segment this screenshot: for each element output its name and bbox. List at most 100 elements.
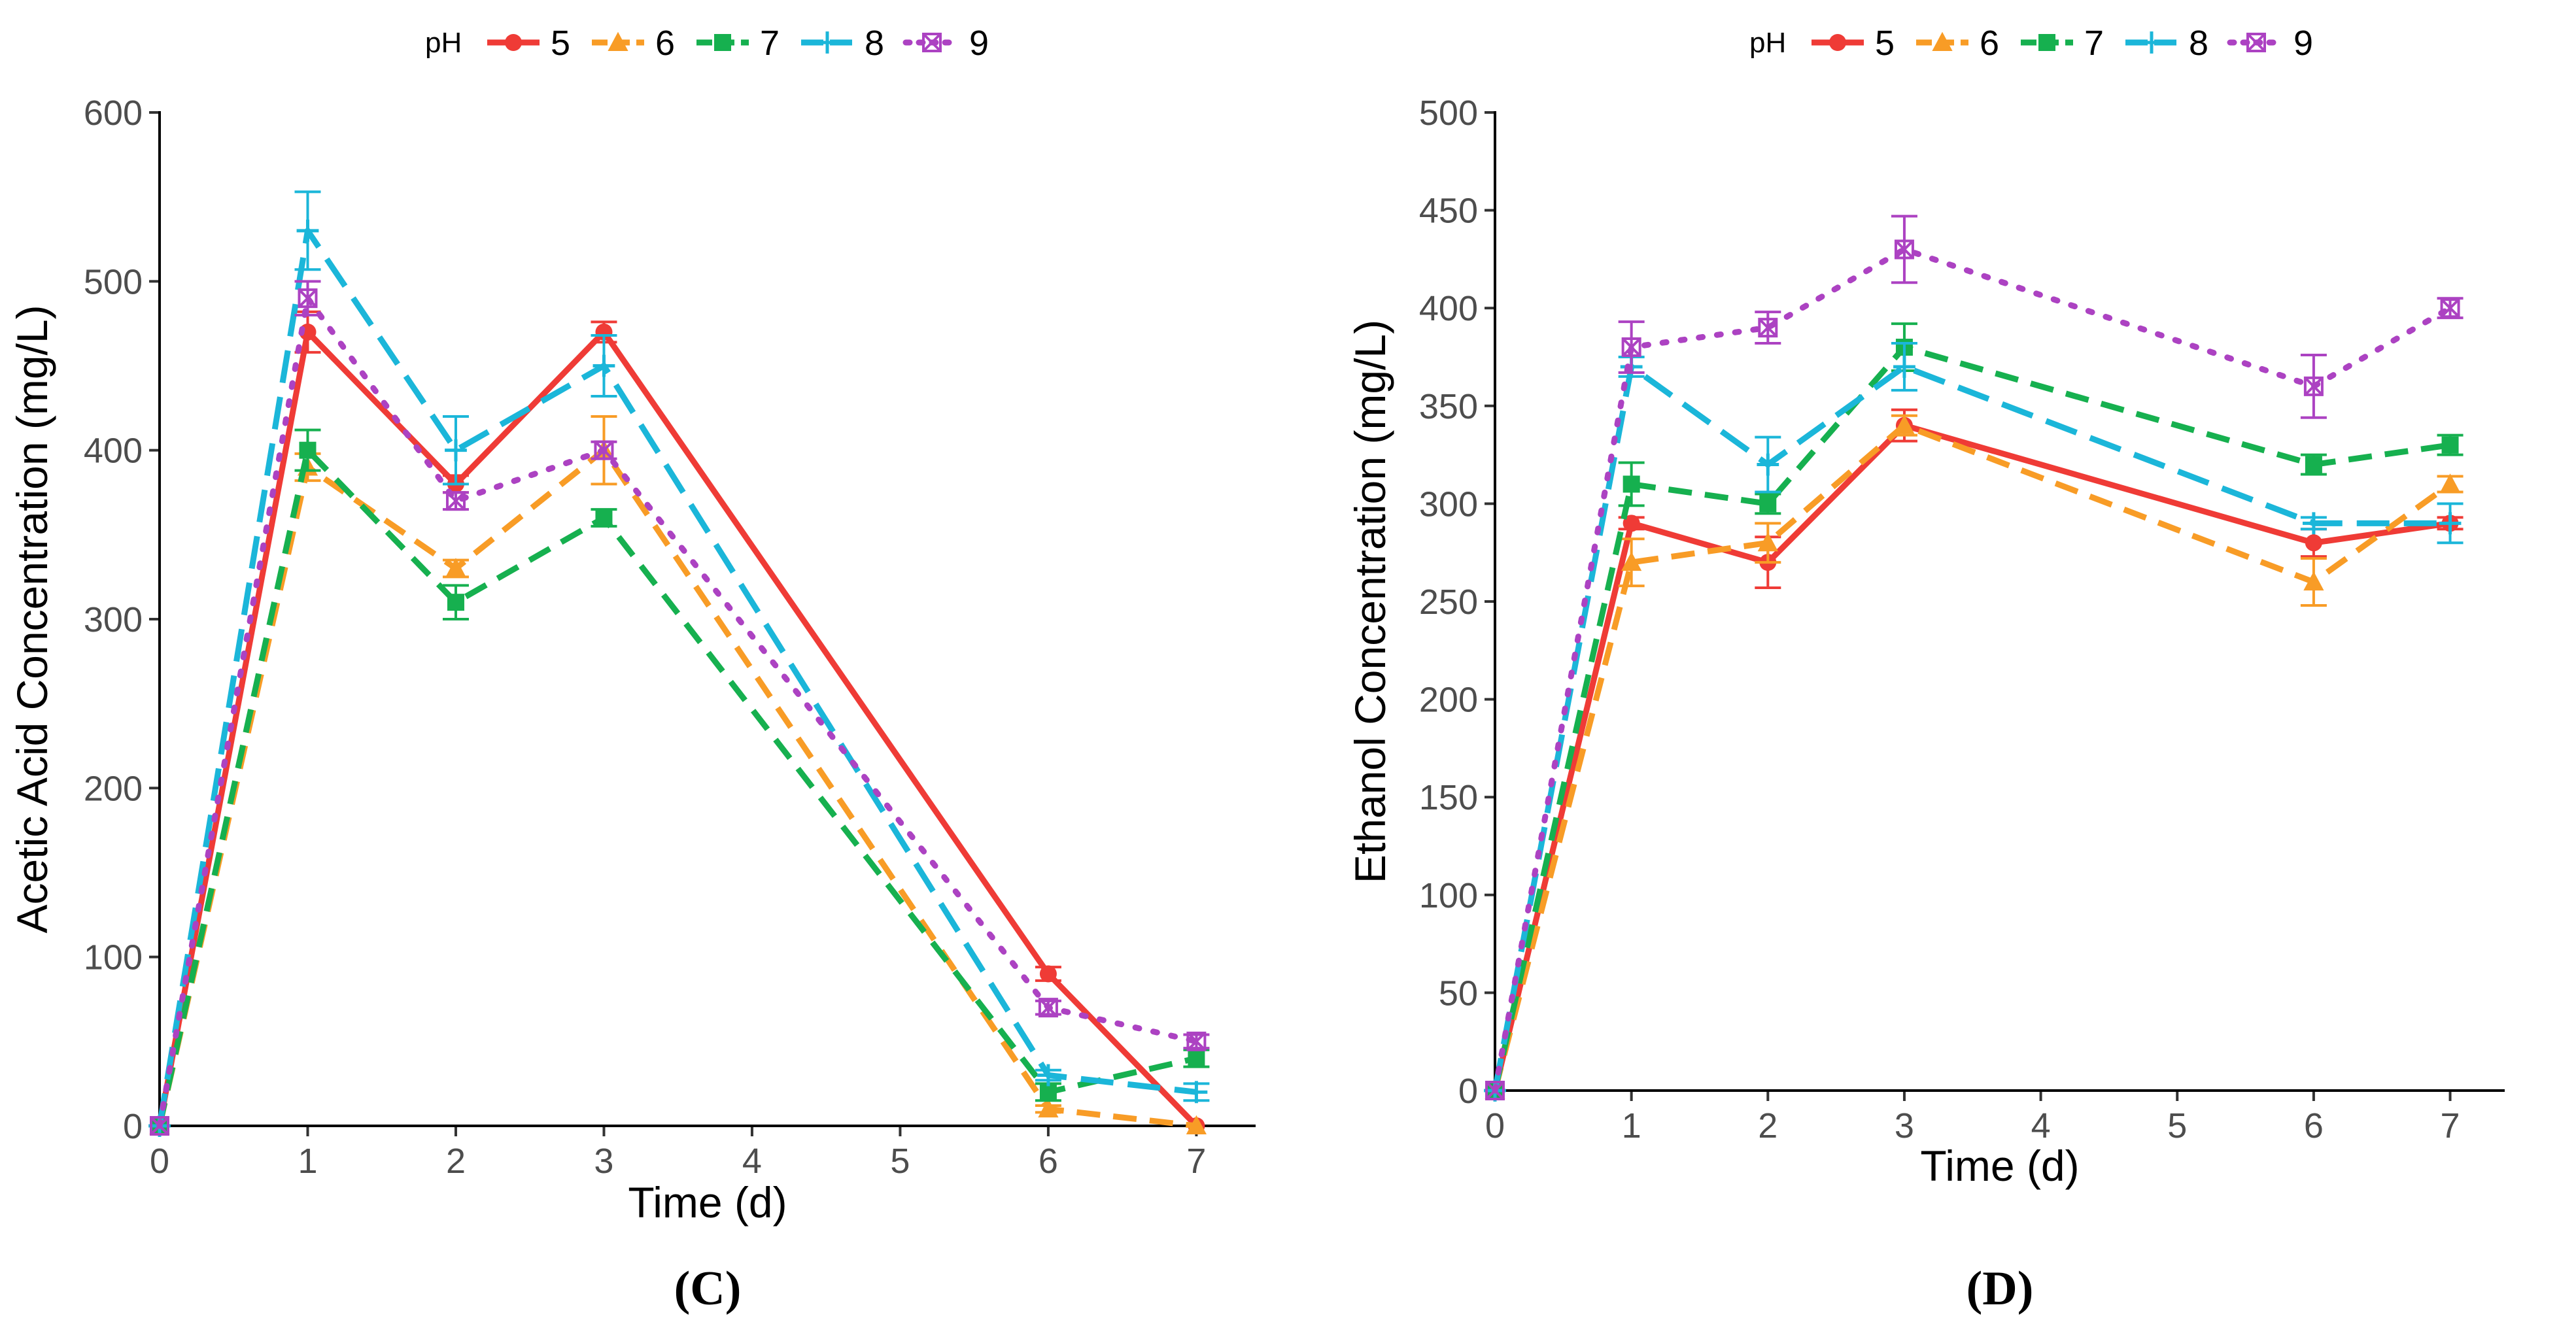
- panel-d-ethanol-chart: 0 50 100 150 200 250 300 350 400 450 500 0 1 2 3 4 5 6 7 Ti…: [1346, 24, 2505, 1315]
- c-series-ph-8: [148, 190, 1210, 1137]
- c-data-point-ph-9: [298, 288, 318, 309]
- d-x-tick-label: 0: [1485, 1106, 1505, 1145]
- c-y-tick-label: 0: [123, 1107, 143, 1146]
- d-x-tick-label: 2: [1758, 1106, 1777, 1145]
- d-line-ph-5: [1492, 422, 2451, 1092]
- c-data-point-ph-7: [1188, 1049, 1205, 1067]
- d-y-tick-label: 150: [1419, 778, 1478, 817]
- c-y-tick-label: 500: [84, 262, 143, 301]
- c-x-tick-label: 5: [890, 1142, 910, 1181]
- c-legend-key-triangle-icon: [608, 31, 628, 51]
- c-legend-title: pH: [425, 27, 462, 59]
- d-legend-label-ph-6: 6: [1980, 24, 1999, 63]
- d-y-tick-label: 250: [1419, 583, 1478, 622]
- c-data-point-ph-9: [150, 1116, 169, 1136]
- d-data-point-ph-9: [1894, 239, 1914, 260]
- d-series-ph-7: [1486, 322, 2464, 1099]
- c-line-ph-5: [156, 329, 1199, 1128]
- d-legend-label-ph-5: 5: [1875, 24, 1895, 63]
- c-legend-key-square-icon: [714, 34, 731, 51]
- d-x-tick-label: 6: [2304, 1106, 2324, 1145]
- d-data-point-ph-7: [2305, 456, 2322, 473]
- d-data-point-ph-6: [1621, 551, 1642, 571]
- c-y-tick-label: 200: [84, 769, 143, 808]
- d-y-tick-label: 350: [1419, 387, 1478, 426]
- d-data-point-ph-5: [1623, 515, 1640, 532]
- d-series-ph-6: [1485, 414, 2464, 1099]
- c-data-point-ph-9: [1186, 1031, 1207, 1051]
- c-line-ph-6: [156, 447, 1197, 1129]
- c-data-point-ph-7: [1039, 1083, 1057, 1101]
- d-line-ph-9: [1492, 246, 2454, 1094]
- c-series-ph-7: [151, 428, 1210, 1134]
- d-legend-label-ph-9: 9: [2293, 24, 2313, 63]
- d-legend-key-circle-icon: [1829, 34, 1846, 51]
- c-legend-label-ph-7: 7: [760, 24, 780, 63]
- c-data-point-ph-7: [447, 594, 464, 611]
- d-legend-label-ph-7: 7: [2084, 24, 2104, 63]
- c-x-axis-title: Time (d): [628, 1178, 787, 1227]
- c-line-ph-8: [156, 228, 1197, 1127]
- c-legend-label-ph-9: 9: [969, 24, 989, 63]
- c-x-tick-label: 7: [1186, 1142, 1206, 1181]
- c-y-tick-label: 100: [84, 938, 143, 977]
- c-data-point-ph-8: [1037, 1064, 1059, 1087]
- d-data-point-ph-8: [2439, 512, 2462, 535]
- c-x-tick-label: 0: [150, 1142, 169, 1181]
- c-series-ph-9: [150, 280, 1210, 1136]
- c-data-point-ph-5: [1039, 965, 1057, 983]
- c-panel-label: (C): [674, 1262, 742, 1315]
- d-series-ph-9: [1485, 214, 2464, 1100]
- d-data-point-ph-5: [2305, 534, 2322, 552]
- d-x-tick-label: 7: [2441, 1106, 2460, 1145]
- c-legend-key-plus-icon: [816, 31, 838, 54]
- d-data-point-ph-9: [1621, 337, 1641, 358]
- d-line-ph-6: [1492, 422, 2452, 1092]
- c-y-tick-label: 400: [84, 432, 143, 471]
- d-data-point-ph-9: [1485, 1081, 1505, 1100]
- d-data-point-ph-6: [2303, 571, 2324, 591]
- c-data-point-ph-9: [594, 440, 614, 460]
- d-y-tick-label: 450: [1419, 192, 1478, 231]
- d-legend-label-ph-8: 8: [2189, 24, 2208, 63]
- d-x-tick-label: 3: [1895, 1106, 1914, 1145]
- d-y-tick-label: 0: [1458, 1072, 1478, 1111]
- c-data-point-ph-8: [296, 219, 319, 242]
- c-legend: pH 5 6 7 8 9: [425, 24, 989, 63]
- d-legend-key-triangle-icon: [1932, 31, 1953, 51]
- d-panel-label: (D): [1966, 1262, 2034, 1315]
- d-data-point-ph-6: [1757, 532, 1778, 552]
- d-legend-key-plus-icon: [2140, 31, 2163, 54]
- c-y-tick-label: 300: [84, 600, 143, 639]
- d-data-point-ph-8: [2302, 512, 2325, 535]
- c-legend-label-ph-8: 8: [865, 24, 884, 63]
- d-data-point-ph-9: [1758, 318, 1778, 338]
- d-data-point-ph-9: [2303, 376, 2324, 396]
- c-data-point-ph-8: [1185, 1081, 1208, 1104]
- c-data-point-ph-6: [1038, 1098, 1059, 1118]
- d-data-point-ph-8: [1893, 356, 1915, 378]
- d-data-point-ph-6: [2439, 473, 2461, 493]
- c-data-point-ph-8: [445, 439, 467, 462]
- d-data-point-ph-7: [1623, 475, 1640, 493]
- c-x-tick-label: 6: [1039, 1142, 1058, 1181]
- d-line-ph-7: [1492, 344, 2451, 1091]
- c-data-point-ph-9: [1038, 998, 1058, 1018]
- c-x-tick-label: 3: [594, 1142, 613, 1181]
- c-y-axis-title: Acetic Acid Concentration (mg/L): [8, 305, 56, 933]
- d-y-tick-label: 100: [1419, 876, 1478, 915]
- d-y-tick-label: 500: [1419, 93, 1478, 133]
- d-y-tick-label: 300: [1419, 484, 1478, 524]
- c-line-ph-7: [156, 447, 1197, 1127]
- d-data-point-ph-9: [2440, 298, 2460, 318]
- c-legend-label-ph-5: 5: [551, 24, 570, 63]
- c-series-ph-6: [149, 415, 1207, 1134]
- c-legend-key-circle-icon: [505, 34, 522, 51]
- d-x-tick-label: 5: [2167, 1106, 2187, 1145]
- d-y-tick-label: 400: [1419, 289, 1478, 328]
- d-data-point-ph-7: [2441, 436, 2459, 454]
- d-line-ph-8: [1492, 364, 2450, 1091]
- c-x-tick-label: 2: [446, 1142, 466, 1181]
- d-data-point-ph-6: [1894, 415, 1915, 434]
